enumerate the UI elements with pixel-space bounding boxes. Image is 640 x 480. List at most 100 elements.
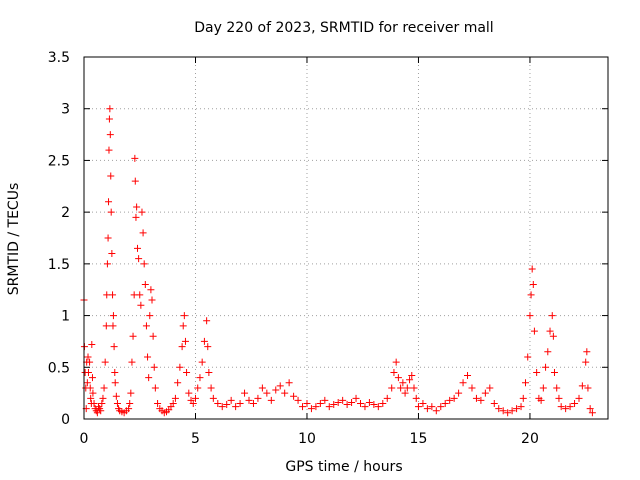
data-point: [546, 327, 554, 335]
data-point: [521, 379, 529, 387]
data-point: [539, 384, 547, 392]
data-point: [374, 403, 382, 411]
data-point: [99, 394, 107, 402]
data-point: [312, 403, 320, 411]
data-point: [112, 392, 120, 400]
data-point: [135, 255, 143, 263]
data-point: [504, 409, 512, 417]
data-point: [179, 322, 187, 330]
data-point: [181, 337, 189, 345]
data-point: [100, 384, 108, 392]
data-point: [548, 312, 556, 320]
data-point: [128, 358, 136, 366]
data-point: [105, 146, 113, 154]
y-tick-label: 0.5: [48, 360, 70, 376]
data-point: [365, 398, 373, 406]
data-point: [146, 312, 154, 320]
data-point: [88, 374, 96, 382]
data-point: [110, 343, 118, 351]
data-point: [171, 394, 179, 402]
data-point: [571, 399, 579, 407]
data-point: [401, 389, 409, 397]
axis-ticks: [83, 56, 608, 420]
data-point: [390, 368, 398, 376]
data-point: [141, 281, 149, 289]
data-point: [495, 405, 503, 413]
data-point: [414, 403, 422, 411]
data-point: [339, 396, 347, 404]
data-point: [550, 368, 558, 376]
data-point: [223, 401, 231, 409]
data-point: [174, 379, 182, 387]
axis-tick-labels: 0 5 10 15 20 0 0.5 1 1.5 2 2.5 3 3.5: [48, 50, 539, 447]
data-point: [459, 379, 467, 387]
data-point: [109, 312, 117, 320]
data-point: [111, 379, 119, 387]
data-point: [343, 401, 351, 409]
data-point: [406, 376, 414, 384]
data-point: [176, 363, 184, 371]
data-point: [142, 322, 150, 330]
data-point: [526, 312, 534, 320]
data-point: [524, 353, 532, 361]
data-point: [575, 394, 583, 402]
data-point: [432, 407, 440, 415]
y-tick-label: 1: [61, 309, 70, 325]
data-point: [537, 396, 545, 404]
data-point: [361, 403, 369, 411]
data-point: [307, 405, 315, 413]
data-point: [394, 374, 402, 382]
data-point: [214, 399, 222, 407]
data-point: [544, 348, 552, 356]
x-tick-label: 15: [410, 431, 428, 447]
data-point: [205, 368, 213, 376]
data-point: [86, 384, 94, 392]
data-points: [80, 105, 596, 417]
y-axis-label: SRMTID / TECUs: [6, 183, 22, 296]
data-point: [281, 389, 289, 397]
data-point: [232, 403, 240, 411]
data-point: [191, 394, 199, 402]
data-point: [147, 286, 155, 294]
data-point: [513, 405, 521, 413]
data-point: [450, 394, 458, 402]
data-point: [290, 392, 298, 400]
data-point: [437, 403, 445, 411]
data-point: [98, 399, 106, 407]
data-point: [245, 396, 253, 404]
data-point: [348, 398, 356, 406]
data-point: [207, 384, 215, 392]
data-point: [137, 301, 145, 309]
data-point: [140, 260, 148, 268]
data-point: [299, 403, 307, 411]
data-point: [109, 291, 117, 299]
data-point: [139, 229, 147, 237]
data-point: [101, 358, 109, 366]
data-point: [203, 317, 211, 325]
data-point: [397, 384, 405, 392]
data-point: [527, 291, 535, 299]
y-tick-label: 3: [61, 102, 70, 118]
data-point: [218, 403, 226, 411]
data-point: [276, 382, 284, 390]
data-point: [263, 389, 271, 397]
data-point: [204, 343, 212, 351]
data-point: [90, 399, 98, 407]
data-point: [410, 384, 418, 392]
data-point: [194, 384, 202, 392]
data-point: [321, 396, 329, 404]
data-point: [303, 399, 311, 407]
data-point: [131, 154, 139, 162]
data-point: [486, 384, 494, 392]
data-point: [104, 234, 112, 242]
data-point: [148, 296, 156, 304]
data-point: [408, 372, 416, 380]
y-tick-label: 3.5: [48, 50, 70, 66]
data-point: [583, 348, 591, 356]
data-point: [111, 368, 119, 376]
data-point: [149, 332, 157, 340]
data-point: [227, 396, 235, 404]
data-point: [464, 372, 472, 380]
